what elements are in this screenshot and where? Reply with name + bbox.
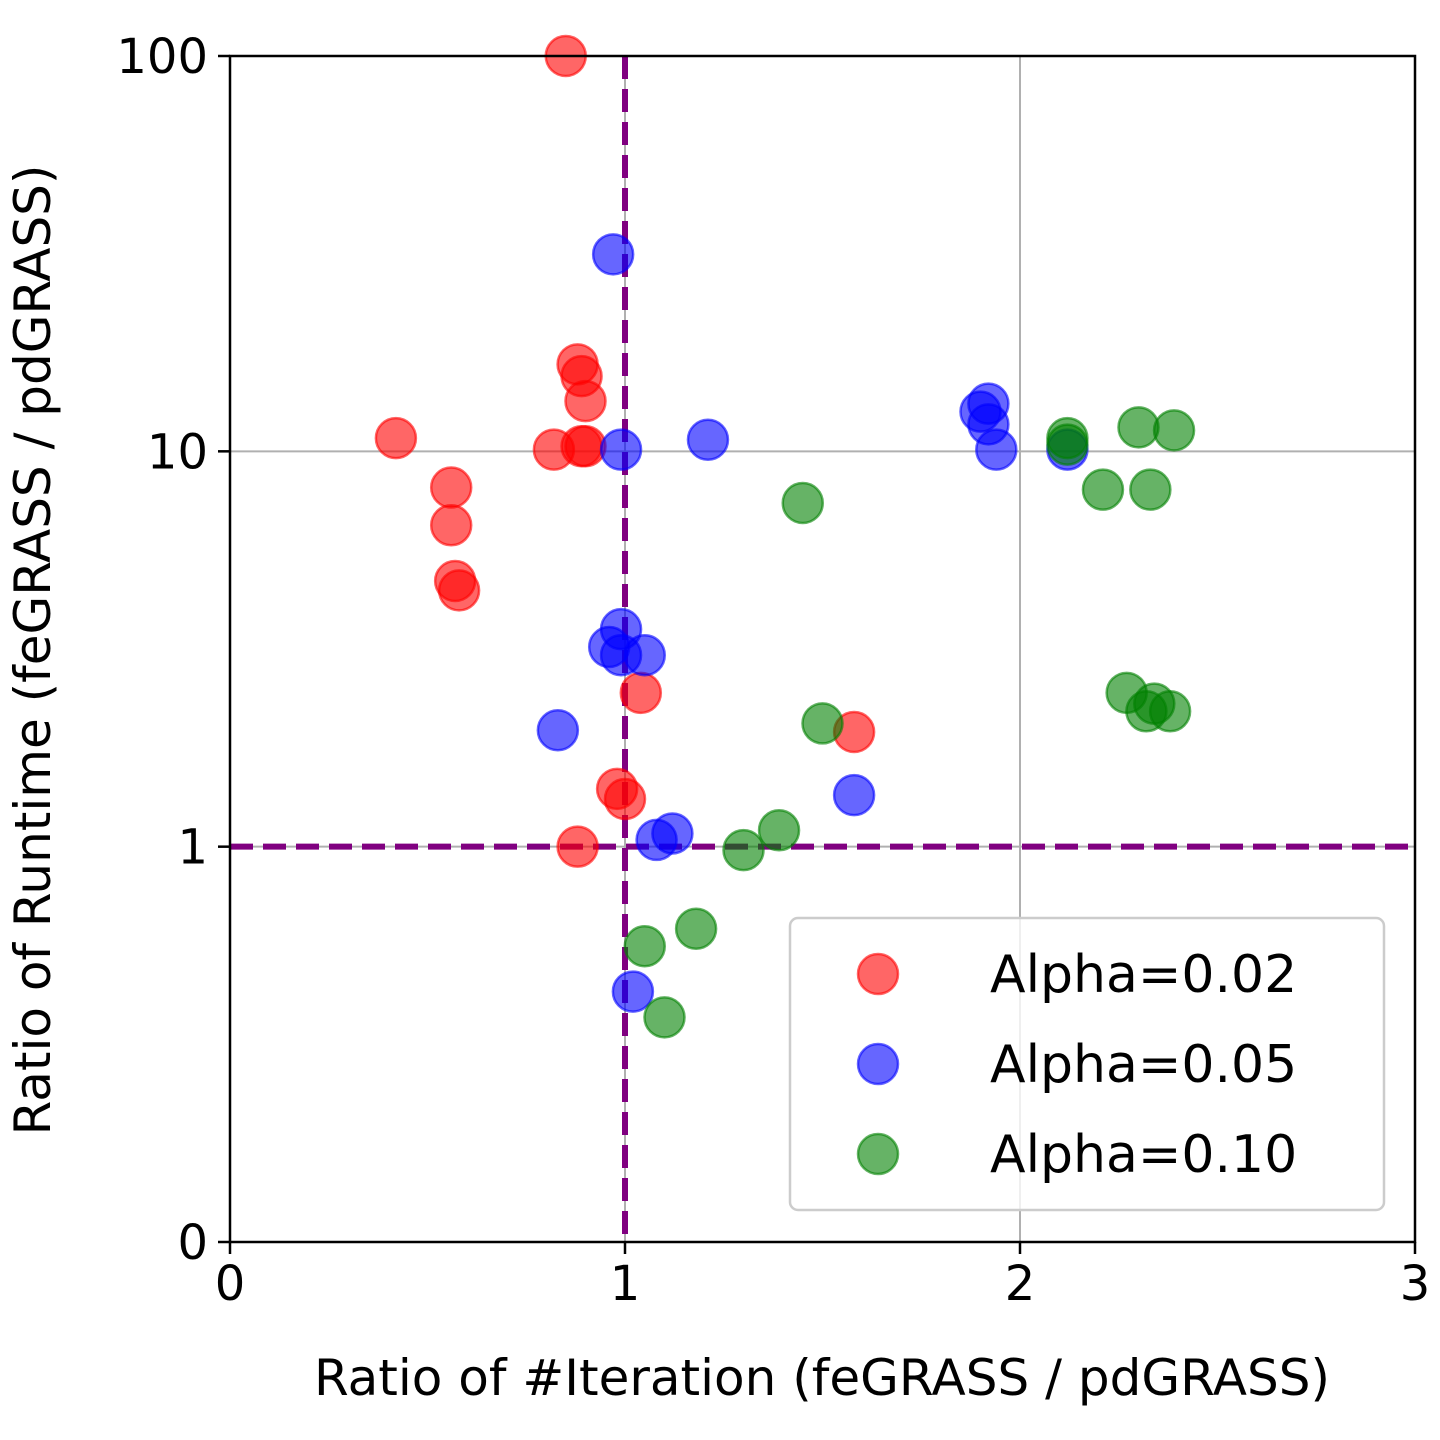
point-series-3 [643, 996, 686, 1039]
point-series-1 [619, 671, 663, 715]
point-series-2 [651, 812, 694, 855]
axis-ticks: 0 1 2 3 0 1 10 100 [116, 29, 1430, 1312]
point-series-2 [611, 970, 655, 1013]
legend-marker-series-3 [856, 1132, 900, 1176]
point-series-3 [781, 481, 824, 525]
y-tick-label: 10 [147, 424, 208, 480]
x-tick-label: 0 [215, 1256, 246, 1312]
legend-box [788, 916, 1386, 1212]
x-tick-label: 3 [1400, 1256, 1431, 1312]
point-series-2 [832, 773, 876, 817]
point-series-3 [1046, 423, 1089, 466]
legend-label-series-2: Alpha=0.05 [990, 1035, 1297, 1095]
point-series-1 [429, 504, 473, 547]
point-series-1 [603, 777, 647, 821]
legend-label-series-1: Alpha=0.02 [990, 945, 1297, 1005]
legend-label-series-3: Alpha=0.10 [990, 1125, 1297, 1185]
point-series-1 [564, 425, 607, 468]
point-series-2 [623, 633, 666, 677]
point-series-2 [975, 428, 1018, 471]
point-series-3 [1129, 468, 1172, 511]
point-series-3 [1117, 406, 1160, 449]
legend: Alpha=0.02 Alpha=0.05 Alpha=0.10 [788, 916, 1386, 1212]
plot-frame [228, 54, 1417, 1244]
point-series-2 [591, 233, 635, 276]
point-series-3 [722, 828, 765, 872]
data-points [374, 34, 1196, 1039]
point-series-3 [1148, 690, 1192, 733]
point-series-1 [564, 379, 607, 423]
y-tick-label: 1 [177, 820, 208, 876]
point-series-3 [801, 702, 844, 745]
y-tick-label: 0 [177, 1215, 208, 1271]
point-series-1 [374, 416, 418, 460]
x-tick-label: 1 [610, 1256, 641, 1312]
point-series-3 [757, 809, 801, 852]
point-series-3 [674, 907, 718, 950]
point-series-2 [599, 428, 643, 471]
point-series-3 [623, 924, 666, 968]
legend-marker-series-1 [856, 952, 900, 996]
legend-marker-series-2 [856, 1042, 900, 1086]
x-axis-label: Ratio of #Iteration (feGRASS / pdGRASS) [314, 1349, 1330, 1407]
point-series-1 [556, 825, 599, 868]
point-series-1 [437, 569, 481, 612]
y-tick-label: 100 [116, 29, 208, 85]
point-series-2 [686, 418, 730, 461]
point-series-3 [1152, 409, 1196, 452]
point-series-2 [536, 709, 580, 752]
point-series-1 [429, 466, 473, 509]
y-axis-label: Ratio of Runtime (feGRASS / pdGRASS) [4, 165, 62, 1136]
x-tick-label: 2 [1005, 1256, 1036, 1312]
point-series-3 [1081, 468, 1125, 511]
